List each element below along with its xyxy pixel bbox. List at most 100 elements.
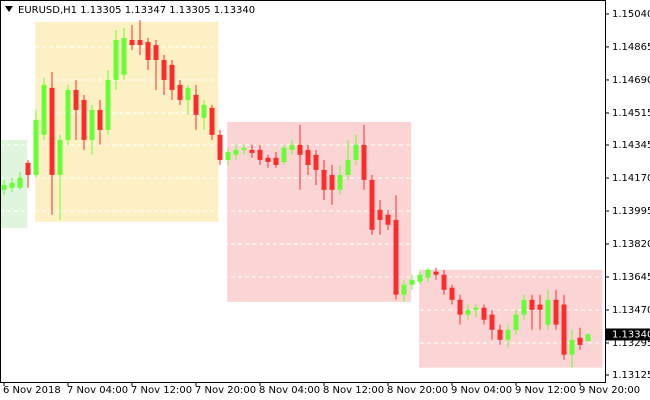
candle-body [217, 134, 223, 160]
candle-body [57, 139, 63, 175]
candle-body [425, 269, 431, 278]
candle-body [89, 109, 95, 140]
candle-body [25, 162, 31, 175]
candle-body [457, 299, 463, 315]
candle-body [585, 334, 591, 342]
candle-body [417, 274, 423, 282]
candle-body [329, 174, 335, 190]
candle-body [169, 64, 175, 90]
candle-body [161, 59, 167, 80]
y-tick-label: 1.14515 [612, 108, 650, 119]
candle-body [481, 307, 487, 320]
candle-body [577, 337, 583, 345]
x-tick-label: 7 Nov 04:00 [67, 385, 128, 396]
candle-body [505, 329, 511, 340]
y-tick-label: 1.14170 [612, 173, 650, 184]
candle-body [401, 284, 407, 295]
candle-body [49, 87, 55, 175]
candle-body [201, 104, 207, 118]
candle-body [65, 89, 71, 140]
zone [419, 269, 603, 368]
y-tick-label: 1.13820 [612, 239, 650, 250]
candle-body [569, 339, 575, 355]
candle-body [273, 157, 279, 165]
candle-body [265, 157, 271, 162]
candle-body [321, 169, 327, 190]
candle-body [297, 144, 303, 155]
candle-body [489, 314, 495, 330]
candle-body [529, 299, 535, 310]
plot-area [0, 13, 605, 376]
candle-body [513, 314, 519, 330]
candle-body [409, 279, 415, 285]
menu-icon [5, 6, 13, 12]
y-tick-label: 1.13295 [612, 338, 650, 349]
candle-body [137, 39, 143, 46]
x-tick-label: 8 Nov 04:00 [259, 385, 320, 396]
x-tick-label: 9 Nov 04:00 [451, 385, 512, 396]
candle-body [105, 79, 111, 130]
candle-body [385, 214, 391, 225]
candle-body [41, 84, 47, 135]
candle-body [177, 84, 183, 100]
candle-body [313, 154, 319, 170]
candle-body [353, 144, 359, 160]
y-tick-label: 1.13645 [612, 272, 650, 283]
chart-title: EURUSD,H1 1.13305 1.13347 1.13305 1.1334… [18, 5, 255, 16]
candle-body [241, 147, 247, 150]
candle-body [537, 304, 543, 310]
candle-body [249, 149, 255, 153]
candle-body [561, 304, 567, 355]
candle-body [1, 184, 7, 190]
candle-body [361, 144, 367, 180]
candle-body [121, 37, 127, 75]
candle-body [441, 274, 447, 290]
candle-body [305, 149, 311, 165]
candle-body [9, 182, 15, 188]
candle-body [257, 149, 263, 160]
candle-body [465, 309, 471, 315]
candle-body [553, 299, 559, 325]
candle-body [97, 109, 103, 130]
last-price-box [606, 328, 650, 341]
x-tick-label: 9 Nov 20:00 [579, 385, 640, 396]
candle-body [281, 147, 287, 162]
candle-body [225, 151, 231, 160]
candle-body [113, 39, 119, 80]
candle-body [521, 299, 527, 315]
candle-body [145, 42, 151, 60]
candle-body [345, 159, 351, 175]
candle-body [393, 219, 399, 295]
zone [35, 21, 219, 222]
candle-body [209, 107, 215, 135]
candle-body [449, 287, 455, 300]
candle-body [81, 99, 87, 140]
y-tick-label: 1.14345 [612, 140, 650, 151]
candle-body [545, 299, 551, 325]
candle-body [233, 149, 239, 155]
candle-body [377, 209, 383, 220]
candle-body [73, 89, 79, 110]
last-price-label: 1.13340 [612, 329, 650, 340]
y-tick-label: 1.14865 [612, 42, 650, 53]
candle-body [337, 174, 343, 190]
y-tick-label: 1.13995 [612, 206, 650, 217]
y-tick-label: 1.14690 [612, 75, 650, 86]
x-tick-label: 8 Nov 12:00 [323, 385, 384, 396]
candle-body [497, 329, 503, 340]
x-tick-label: 7 Nov 20:00 [195, 385, 256, 396]
candle-body [473, 307, 479, 310]
x-tick-label: 7 Nov 12:00 [131, 385, 192, 396]
candle-body [289, 144, 295, 150]
x-tick-label: 9 Nov 12:00 [515, 385, 576, 396]
y-tick-label: 1.15040 [612, 9, 650, 20]
candle-body [433, 271, 439, 275]
x-tick-label: 6 Nov 2018 [3, 385, 61, 396]
candle-body [369, 179, 375, 230]
candle-body [153, 45, 159, 60]
x-tick-label: 8 Nov 20:00 [387, 385, 448, 396]
plot-frame [0, 0, 606, 383]
candle-body [129, 39, 135, 46]
candle-body [193, 94, 199, 115]
